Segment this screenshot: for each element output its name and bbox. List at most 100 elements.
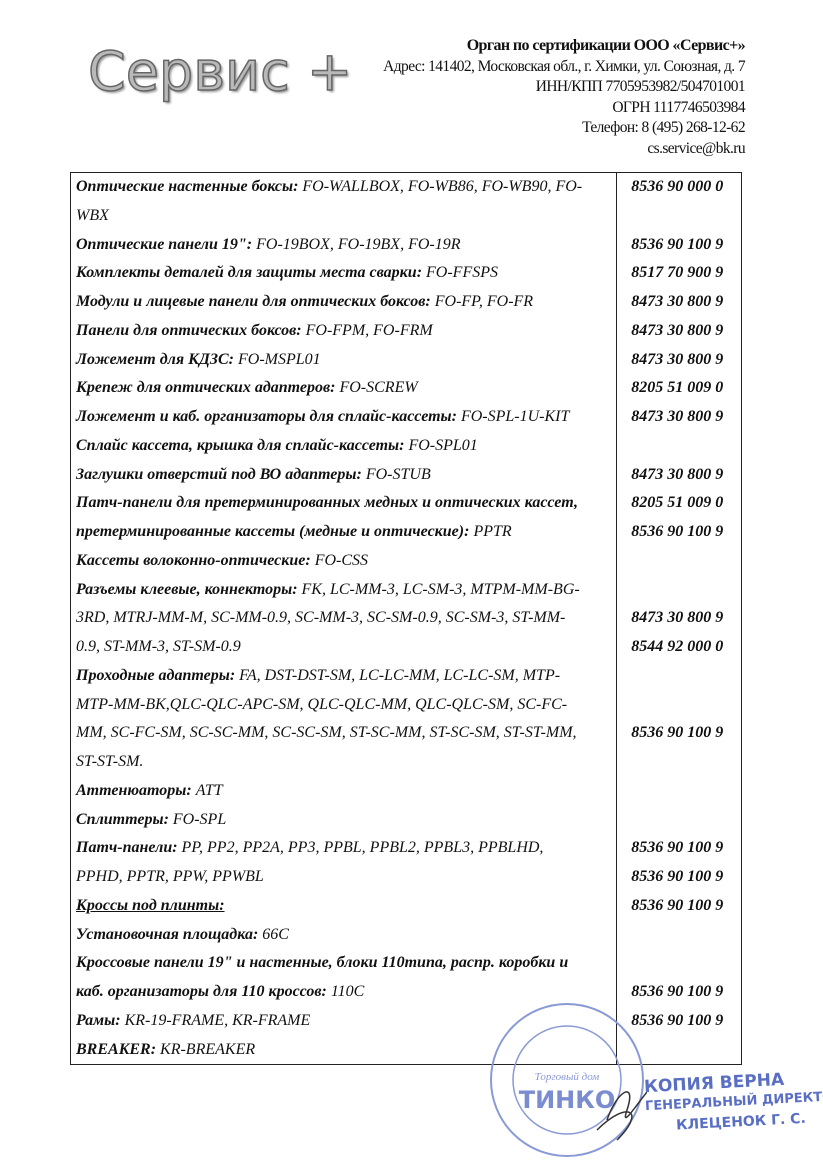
ogrn: ОГРН 1117746503984 <box>612 98 745 116</box>
product-category: Панели для оптических боксов: <box>76 321 302 339</box>
product-category: Кассеты волоконно-оптические: <box>76 551 311 569</box>
tnved-code: 8205 51 009 0 <box>631 379 724 397</box>
org-name: Орган по сертификации ООО «Сервис+» <box>466 37 746 54</box>
tnved-code: 8536 90 100 9 <box>631 868 724 885</box>
product-models: MTP-MM-BK,QLC-QLC-APC-SM, QLC-QLC-MM, QL… <box>76 695 568 713</box>
product-category: Аттенюаторы: <box>76 781 192 799</box>
product-models: FO-SPL-1U-KIT <box>456 408 570 425</box>
tnved-code: 8536 90 100 9 <box>631 235 724 253</box>
product-description: Ложемент и каб. организаторы для сплайс-… <box>76 403 605 432</box>
tnved-code: 8536 90 000 0 <box>631 178 724 195</box>
product-description: Сплайс кассета, крышка для сплайс-кассет… <box>76 432 605 461</box>
table-row: 0.9, ST-MM-3, ST-SM-0.9 8544 92 000 0 <box>76 633 736 662</box>
tnved-code: 8536 90 100 9 <box>631 839 724 857</box>
product-models: FO-CSS <box>310 551 369 569</box>
table-row: MM, SC-FC-SM, SC-SC-MM, SC-SC-SM, ST-SC-… <box>76 719 736 748</box>
product-category: Заглушки отверстий под ВО адаптеры: <box>76 465 362 483</box>
seal-inner-text: Торговый дом <box>535 1071 600 1083</box>
product-description: Ложемент для КДЗС: FO-MSPL01 <box>76 346 605 375</box>
table-row: претерминированные кассеты (медные и опт… <box>76 518 736 547</box>
tnved-code: 8517 70 900 9 <box>631 264 724 282</box>
product-description: претерминированные кассеты (медные и опт… <box>76 518 605 547</box>
product-description: 0.9, ST-MM-3, ST-SM-0.9 <box>76 633 605 662</box>
product-category: Рамы: <box>76 1011 121 1029</box>
tnved-code: 8536 90 100 9 <box>631 523 724 540</box>
product-models: MM, SC-FC-SM, SC-SC-MM, SC-SC-SM, ST-SC-… <box>76 724 577 742</box>
table-row: PPHD, PPTR, PPW, PPWBL 8536 90 100 9 <box>76 863 736 892</box>
product-models: 110C <box>326 983 365 1000</box>
tnved-code: 8473 30 800 9 <box>631 321 724 339</box>
tnved-code: 8473 30 800 9 <box>631 465 724 483</box>
table-row: Проходные адаптеры: FA, DST-DST-SM, LC-L… <box>76 662 736 691</box>
tnved-code: 8205 51 009 0 <box>631 494 724 512</box>
product-description: Заглушки отверстий под ВО адаптеры: FO-S… <box>76 461 605 490</box>
table-row: Оптические настенные боксы: FO-WALLBOX, … <box>76 173 736 202</box>
tnved-code: 8473 30 800 9 <box>631 408 724 425</box>
tnved-code: 8536 90 100 9 <box>631 1011 724 1029</box>
product-description: Оптические панели 19": FO-19BOX, FO-19BX… <box>76 231 605 260</box>
product-category: Ложемент и каб. организаторы для сплайс-… <box>76 408 457 425</box>
table-row: Панели для оптических боксов: FO-FPM, FO… <box>76 317 736 346</box>
table-row: Аттенюаторы: ATT <box>76 777 736 806</box>
product-description: Модули и лицевые панели для оптических б… <box>76 288 605 317</box>
product-category: Патч-панели: <box>76 839 178 857</box>
tnved-code <box>605 662 736 691</box>
product-category: Разъемы клеевые, коннекторы: <box>76 580 298 598</box>
product-models: PPTR <box>469 523 512 540</box>
product-description: 3RD, MTRJ-MM-M, SC-MM-0.9, SC-MM-3, SC-S… <box>76 604 605 633</box>
product-description: Установочная площадка: 66C <box>76 921 605 950</box>
company-seal: Торговый дом ТИНКО <box>490 1003 647 1157</box>
product-models: FO-FPM, FO-FRM <box>301 321 433 339</box>
product-category: Модули и лицевые панели для оптических б… <box>76 293 431 310</box>
product-models: FO-STUB <box>361 465 431 483</box>
tnved-code: 8544 92 000 0 <box>631 638 724 655</box>
product-category: Сплиттеры: <box>76 810 169 828</box>
product-category: Крепеж для оптических адаптеров: <box>76 379 336 397</box>
product-category: Установочная площадка: <box>76 925 259 943</box>
table-row: WBX <box>76 202 736 231</box>
product-description: ST-ST-SM. <box>76 748 605 777</box>
tnved-code <box>605 202 736 231</box>
product-description: Панели для оптических боксов: FO-FPM, FO… <box>76 317 605 346</box>
product-description: Патч-панели: PP, PP2, PP2A, PP3, PPBL, P… <box>76 834 605 863</box>
product-description: Сплиттеры: FO-SPL <box>76 806 605 835</box>
address: Адрес: 141402, Московская обл., г. Химки… <box>383 57 745 75</box>
product-models: 66C <box>258 925 289 943</box>
product-description: Крепеж для оптических адаптеров: FO-SCRE… <box>76 374 605 403</box>
tnved-code: 8536 90 100 9 <box>631 896 724 914</box>
product-description: PPHD, PPTR, PPW, PPWBL <box>76 863 605 892</box>
product-models: KR-19-FRAME, KR-FRAME <box>120 1011 311 1029</box>
company-logo: Сервис + <box>87 39 353 104</box>
product-description: Проходные адаптеры: FA, DST-DST-SM, LC-L… <box>76 662 605 691</box>
tnved-code <box>605 777 736 806</box>
product-category: Ложемент для КДЗС: <box>76 350 235 368</box>
tnved-code <box>605 547 736 576</box>
product-models: FO-MSPL01 <box>234 350 321 368</box>
table-row: каб. организаторы для 110 кроссов: 110C 8… <box>76 978 736 1007</box>
table-row: Оптические панели 19": FO-19BOX, FO-19BX… <box>76 231 736 260</box>
product-models: PP, PP2, PP2A, PP3, PPBL, PPBL2, PPBL3, … <box>177 839 544 857</box>
product-description: Кассеты волоконно-оптические: FO-CSS <box>76 547 605 576</box>
tnved-code: 8473 30 800 9 <box>631 350 724 368</box>
product-models: WBX <box>76 206 109 224</box>
table-row: Ложемент для КДЗС: FO-MSPL01 8473 30 800 … <box>76 346 736 375</box>
table-row: Крепеж для оптических адаптеров: FO-SCRE… <box>76 374 736 403</box>
tnved-code <box>605 949 736 978</box>
product-models: KR-BREAKER <box>156 1040 256 1058</box>
tnved-code: 8473 30 800 9 <box>631 293 724 310</box>
product-models: FO-FFSPS <box>422 264 498 282</box>
table-row: Сплайс кассета, крышка для сплайс-кассет… <box>76 432 736 461</box>
product-models: PPHD, PPTR, PPW, PPWBL <box>76 868 264 885</box>
product-code-table: Оптические настенные боксы: FO-WALLBOX, … <box>70 172 742 1065</box>
table-row: Модули и лицевые панели для оптических б… <box>76 288 736 317</box>
table-row: Патч-панели для претерминированных медны… <box>76 489 736 518</box>
product-models: FK, LC-MM-3, LC-SM-3, MTPM-MM-BG- <box>297 580 580 598</box>
tnved-code: 8473 30 800 9 <box>631 609 724 627</box>
product-description: BREAKER: KR-BREAKER <box>76 1036 605 1065</box>
product-models: FO-WALLBOX, FO-WB86, FO-WB90, FO- <box>298 178 583 195</box>
product-models: FO-SPL01 <box>404 436 478 454</box>
tnved-code <box>605 576 736 605</box>
table-row: Ложемент и каб. организаторы для сплайс-… <box>76 403 736 432</box>
product-description: Комплекты деталей для защиты места сварк… <box>76 259 605 288</box>
table-row: Патч-панели: PP, PP2, PP2A, PP3, PPBL, P… <box>76 834 736 863</box>
